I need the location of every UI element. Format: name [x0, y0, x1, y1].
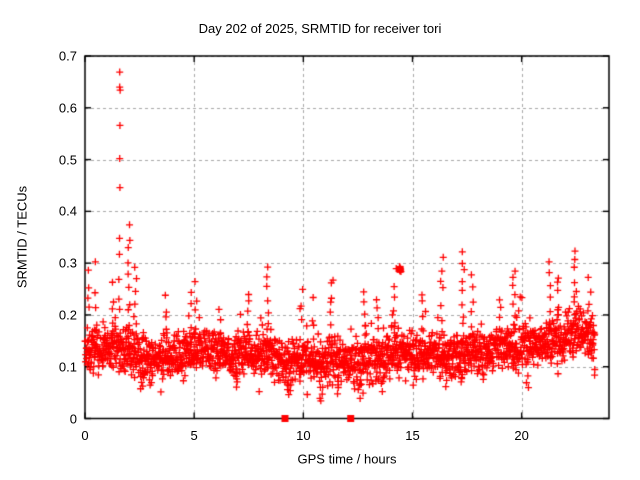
x-tick-label: 20 [514, 427, 529, 443]
y-tick-label: 0.7 [58, 48, 77, 64]
chart-title: Day 202 of 2025, SRMTID for receiver tor… [198, 21, 442, 36]
y-axis-label: SRMTID / TECUs [14, 185, 30, 289]
y-tick-label: 0.1 [58, 359, 77, 375]
x-tick-label: 10 [296, 427, 311, 443]
y-tick-label: 0.4 [58, 203, 77, 219]
x-tick-label: 15 [405, 427, 420, 443]
y-tick-label: 0.5 [58, 152, 77, 168]
y-tick-label: 0.6 [58, 100, 77, 116]
x-tick-label: 0 [81, 427, 89, 443]
y-tick-label: 0.3 [58, 255, 77, 271]
y-tick-label: 0.2 [58, 307, 77, 323]
y-tick-label: 0 [69, 411, 77, 426]
x-tick-label: 5 [190, 427, 198, 443]
x-axis-label: GPS time / hours [297, 451, 397, 467]
